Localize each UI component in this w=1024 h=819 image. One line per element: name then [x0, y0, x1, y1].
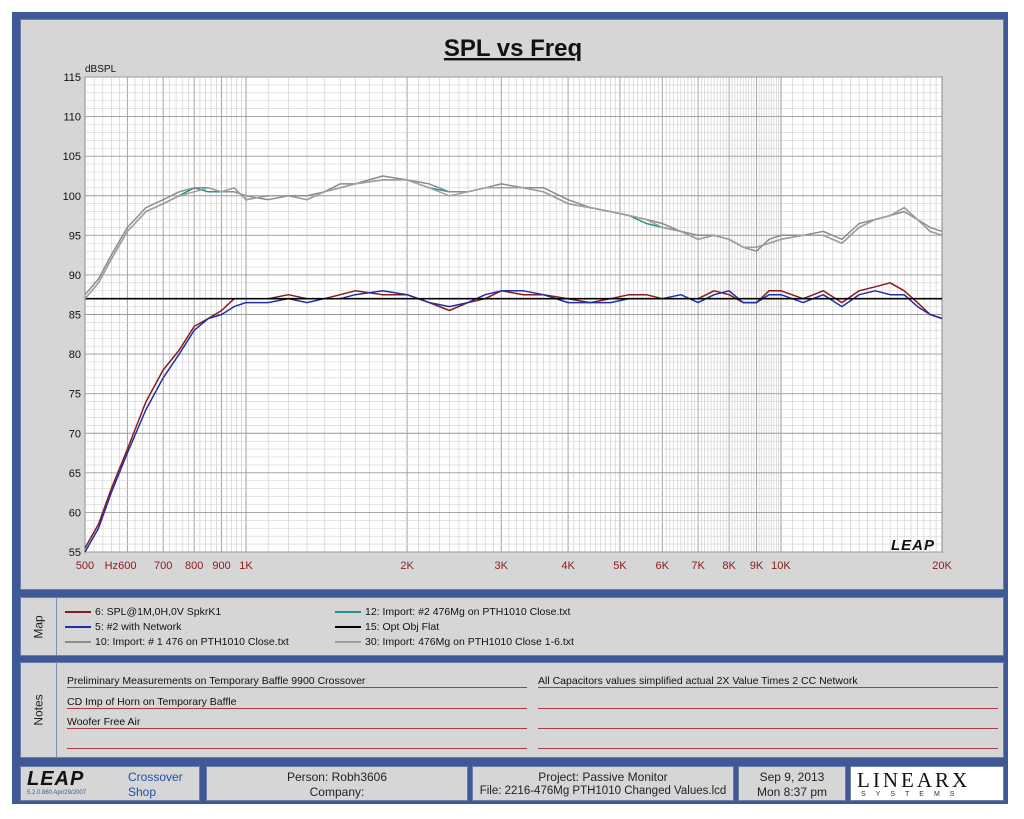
chart-title: SPL vs Freq	[444, 35, 582, 62]
map-side-label: Map	[21, 598, 57, 655]
y-tick-label: 55	[69, 547, 81, 559]
note-left-1: Preliminary Measurements on Temporary Ba…	[67, 675, 366, 687]
footer-person-box: Person: Robh3606 Company:	[206, 766, 468, 801]
note-rule	[538, 748, 998, 749]
product-line-2: Shop	[128, 785, 157, 799]
x-tick-label: 900	[212, 560, 230, 572]
spl-chart: SPL vs Freq dBSPL 115 110 105 100 95 90 85 80 75…	[63, 35, 953, 572]
version-text: 5.2.0.860 Apr/29/2007	[27, 790, 87, 796]
footer-logo-box: LEAP 5.2.0.860 Apr/29/2007 Crossover Sho…	[20, 766, 200, 801]
legend-entry-30: 30: Import: 476Mg on PTH1010 Close 1-6.t…	[335, 636, 574, 648]
legend-entry-5: 5: #2 with Network	[65, 621, 181, 633]
legend-text: 5: #2 with Network	[95, 621, 182, 633]
note-rule	[67, 728, 527, 729]
legend-text: 10: Import: # 1 476 on PTH1010 Close.txt	[95, 636, 289, 648]
notes-side-label: Notes	[21, 663, 57, 757]
y-tick-label: 70	[69, 428, 81, 440]
note-left-2: CD Imp of Horn on Temporary Baffle	[67, 696, 237, 708]
series-line	[84, 179, 943, 300]
notes-label: Notes	[31, 694, 46, 726]
x-tick-label: 700	[154, 560, 172, 572]
legend-swatch	[335, 611, 361, 613]
legend-text: 30: Import: 476Mg on PTH1010 Close 1-6.t…	[365, 636, 574, 648]
legend-entry-12: 12: Import: #2 476Mg on PTH1010 Close.tx…	[335, 606, 570, 618]
systems-text: SYSTEMS	[861, 791, 965, 798]
x-tick-label: 4K	[561, 560, 575, 572]
legend-text: 12: Import: #2 476Mg on PTH1010 Close.tx…	[365, 606, 571, 618]
x-tick-label: 2K	[400, 560, 414, 572]
y-tick-label: 95	[69, 230, 81, 242]
note-rule	[67, 748, 527, 749]
x-tick-label: 6K	[656, 560, 670, 572]
note-right-1: All Capacitors values simplified actual …	[538, 675, 858, 687]
x-tick-label: 20K	[932, 560, 952, 572]
file-text: File: 2216-476Mg PTH1010 Changed Values.…	[479, 785, 727, 797]
y-axis-label: dBSPL	[85, 64, 117, 75]
footer-project-box: Project: Passive Monitor File: 2216-476M…	[472, 766, 734, 801]
y-tick-label: 75	[69, 389, 81, 401]
note-left-3: Woofer Free Air	[67, 716, 141, 728]
person-text: Person: Robh3606	[286, 770, 388, 784]
y-tick-label: 100	[63, 191, 81, 203]
x-tick-label: 800	[185, 560, 203, 572]
legend-swatch	[335, 626, 361, 628]
y-tick-label: 60	[69, 507, 81, 519]
y-tick-label: 105	[63, 151, 81, 163]
series-line	[84, 282, 943, 549]
series-line	[84, 290, 943, 553]
legend-entry-10: 10: Import: # 1 476 on PTH1010 Close.txt	[65, 636, 289, 648]
note-rule	[67, 687, 527, 688]
notes-panel: Notes Preliminary Measurements on Tempor…	[20, 662, 1004, 758]
y-tick-label: 85	[69, 310, 81, 322]
x-tick-label: 9K	[750, 560, 764, 572]
legend-entry-15: 15: Opt Obj Flat	[335, 621, 439, 633]
x-tick-label: 10K	[771, 560, 791, 572]
x-tick-label: 600	[118, 560, 136, 572]
product-line-1: Crossover	[128, 770, 183, 784]
legend-text: 15: Opt Obj Flat	[365, 621, 440, 633]
footer-brand-box: LINEARX SYSTEMS	[850, 766, 1004, 801]
note-rule	[538, 687, 998, 688]
chart-panel: SPL vs Freq dBSPL 115 110 105 100 95 90 85 80 75…	[20, 19, 1004, 590]
y-tick-label: 65	[69, 468, 81, 480]
leap-watermark: LEAP	[891, 537, 935, 554]
y-tick-label: 115	[63, 72, 81, 84]
legend-swatch	[65, 611, 91, 613]
footer-date-box: Sep 9, 2013 Mon 8:37 pm	[738, 766, 846, 801]
map-label: Map	[31, 614, 46, 639]
x-tick-label: 5K	[613, 560, 627, 572]
x-tick-label: 8K	[722, 560, 736, 572]
legend-swatch	[335, 641, 361, 643]
legend-swatch	[65, 626, 91, 628]
legend-swatch	[65, 641, 91, 643]
leap-logo: LEAP	[27, 768, 85, 790]
x-tick-label: 500	[76, 560, 94, 572]
note-rule	[538, 708, 998, 709]
y-tick-label: 80	[69, 349, 81, 361]
x-tick-label: 3K	[495, 560, 509, 572]
y-tick-label: 110	[63, 112, 81, 124]
x-tick-label: Hz	[105, 560, 118, 572]
series-lines	[84, 175, 943, 553]
legend-text: 6: SPL@1M,0H,0V SpkrK1	[95, 606, 222, 618]
note-rule	[67, 708, 527, 709]
company-text: Company:	[309, 785, 365, 799]
x-tick-label: 7K	[691, 560, 705, 572]
note-rule	[538, 728, 998, 729]
x-tick-label: 1K	[239, 560, 253, 572]
time-text: Mon 8:37 pm	[756, 785, 828, 799]
project-text: Project: Passive Monitor	[538, 770, 668, 784]
legend-entry-6: 6: SPL@1M,0H,0V SpkrK1	[65, 606, 221, 618]
y-tick-label: 90	[69, 270, 81, 282]
map-panel: Map 6: SPL@1M,0H,0V SpkrK1 5: #2 with Ne…	[20, 597, 1004, 656]
linearx-logo: LINEARX	[857, 768, 971, 792]
date-text: Sep 9, 2013	[759, 770, 825, 784]
watermark-text: LEAP	[891, 537, 935, 554]
